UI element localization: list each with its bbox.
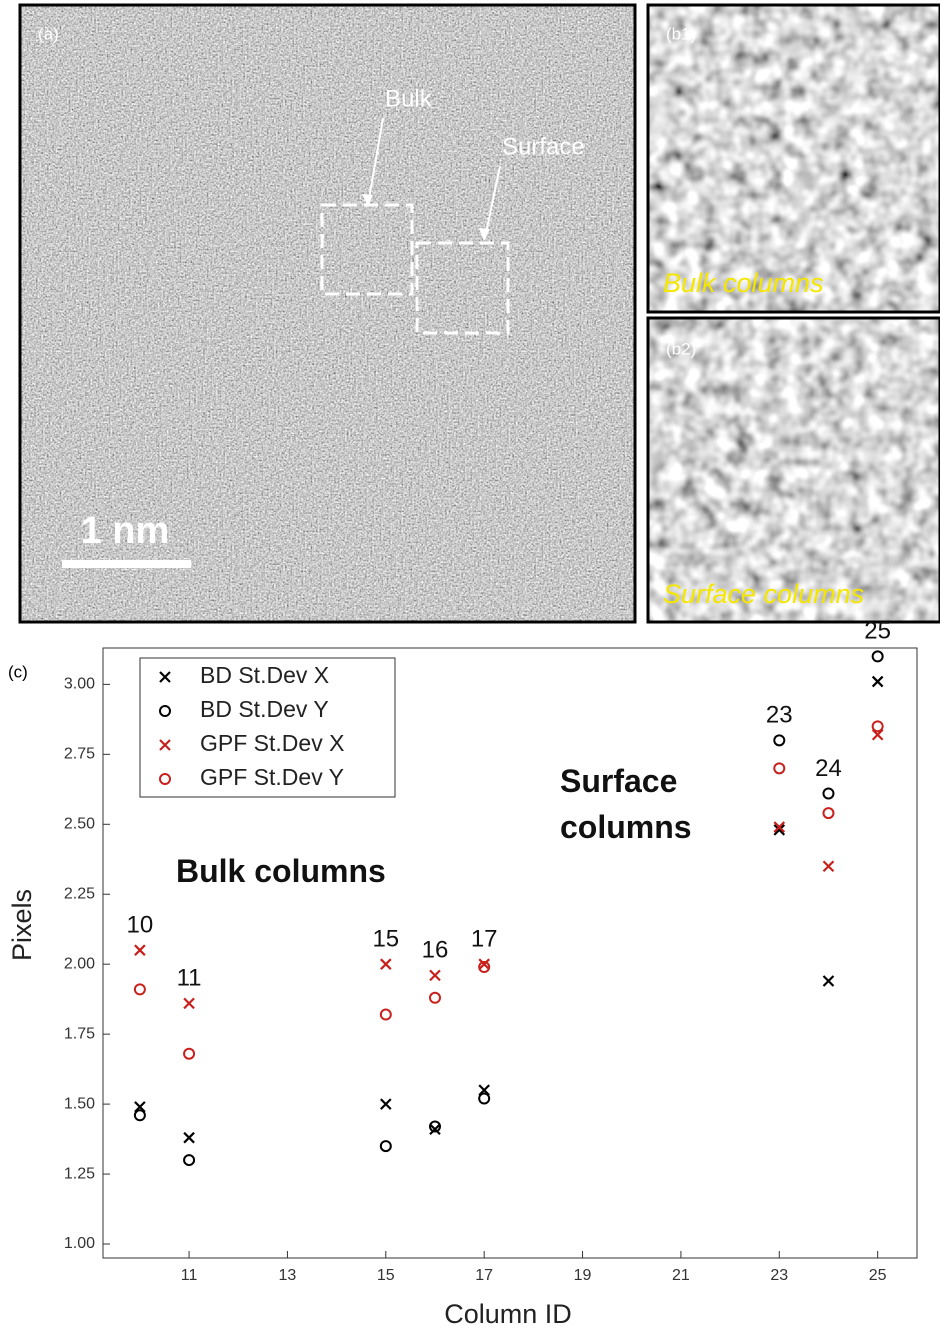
caption: Surface columns: [663, 579, 864, 609]
legend-marker: [159, 671, 171, 683]
point: [379, 1140, 392, 1153]
x-axis-title: Column ID: [444, 1299, 572, 1329]
y-axis-title: Pixels: [7, 889, 37, 961]
point-label: 17: [471, 926, 498, 953]
x-tick-label: 19: [574, 1267, 592, 1284]
legend-marker: [159, 739, 171, 751]
legend-box: [139, 657, 396, 798]
point: [822, 975, 835, 987]
point: [478, 1084, 490, 1096]
point: [871, 650, 884, 663]
point: [478, 958, 490, 970]
legend-label: BD St.Dev X: [200, 662, 329, 688]
x-tick-label: 25: [869, 1267, 887, 1284]
panel-label: (b1): [666, 24, 696, 43]
plot-frame: [102, 647, 918, 1259]
y-tick-label: 3.00: [64, 676, 95, 693]
panel-border: [646, 316, 940, 624]
legend-label: GPF St.Dev X: [200, 730, 344, 756]
point: [428, 1120, 441, 1133]
y-tick-label: 2.75: [64, 746, 95, 763]
point-label: 24: [815, 755, 842, 782]
zoom-image: [648, 318, 940, 622]
arrow: [367, 117, 384, 206]
x-tick-label: 15: [377, 1267, 395, 1284]
point: [183, 1154, 196, 1167]
point: [478, 960, 491, 973]
point: [133, 1109, 146, 1122]
y-tick-label: 2.25: [64, 885, 95, 902]
bulk-box: [320, 203, 414, 296]
point: [183, 1047, 196, 1060]
point: [134, 1101, 146, 1113]
legend-label: GPF St.Dev Y: [200, 764, 344, 790]
y-tick-label: 1.75: [64, 1025, 95, 1042]
legend-marker: [159, 773, 171, 785]
legend-marker: [159, 705, 171, 717]
y-tick-label: 1.50: [64, 1095, 95, 1112]
x-tick-label: 17: [475, 1267, 493, 1284]
x-tick-label: 21: [672, 1267, 690, 1284]
bulk-label: Bulk: [385, 85, 433, 112]
scale-bar: [62, 560, 191, 568]
point-label: 10: [127, 912, 154, 939]
surface-box: [415, 241, 510, 335]
point: [380, 1098, 392, 1110]
panel-label: (c): [8, 662, 28, 681]
point: [183, 997, 195, 1010]
point: [773, 821, 786, 833]
point-label: 23: [766, 702, 793, 729]
panel-border: [646, 3, 940, 314]
annotation: Surface columns: [560, 763, 692, 845]
point-label: 15: [372, 926, 399, 953]
point: [773, 762, 786, 775]
annotation: Bulk columns: [176, 853, 386, 889]
caption: Bulk columns: [663, 268, 824, 298]
point: [428, 991, 441, 1004]
point: [429, 1123, 441, 1136]
y-tick-label: 1.25: [64, 1165, 95, 1182]
point: [478, 1092, 491, 1105]
surface-label: Surface: [502, 133, 585, 160]
point-label: 11: [177, 965, 202, 992]
point-label: 16: [422, 937, 449, 964]
point-label: 25: [864, 618, 891, 645]
point: [429, 969, 441, 982]
arrow-head: [362, 194, 373, 207]
zoom-image: [648, 5, 940, 312]
point: [133, 983, 146, 996]
legend-label: BD St.Dev Y: [200, 696, 329, 722]
point: [871, 675, 884, 688]
point: [871, 728, 884, 741]
point: [134, 944, 146, 956]
point: [822, 860, 835, 873]
panel-label: (b2): [666, 339, 696, 358]
point: [822, 807, 835, 820]
point: [380, 958, 392, 970]
y-tick-label: 2.00: [64, 955, 95, 972]
panel-label: (a): [38, 24, 59, 43]
point: [379, 1008, 392, 1021]
x-tick-label: 13: [279, 1267, 297, 1284]
point: [871, 720, 884, 733]
arrow-head: [479, 228, 490, 241]
panel-border: [18, 3, 637, 624]
x-tick-label: 23: [770, 1267, 788, 1284]
arrow: [484, 165, 501, 239]
y-tick-label: 1.00: [64, 1235, 95, 1252]
scale-bar-label: 1 nm: [81, 510, 170, 552]
point: [773, 734, 786, 747]
point: [773, 824, 786, 836]
point: [822, 787, 835, 800]
point: [183, 1131, 195, 1144]
x-tick-label: 11: [181, 1267, 198, 1284]
micrograph: [20, 5, 635, 622]
y-tick-label: 2.50: [64, 816, 95, 833]
